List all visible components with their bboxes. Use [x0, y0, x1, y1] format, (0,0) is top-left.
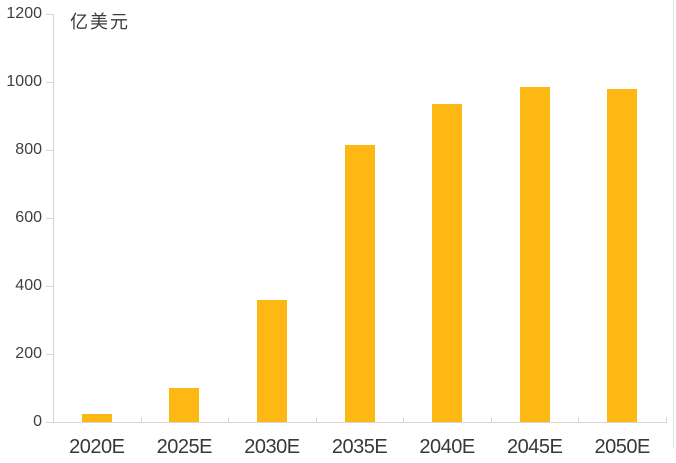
x-tick-mark — [53, 417, 54, 423]
image-right-border — [673, 0, 674, 448]
bar-2025E — [169, 388, 200, 422]
x-tick-label: 2050E — [594, 436, 651, 458]
y-tick-label: 800 — [15, 141, 42, 158]
y-tick-label: 400 — [15, 277, 42, 294]
x-tick-label: 2030E — [244, 436, 300, 458]
y-tick-mark — [46, 82, 53, 83]
x-tick-label: 2040E — [419, 436, 475, 458]
x-tick-label: 2025E — [156, 436, 213, 458]
y-tick-label: 200 — [15, 345, 42, 362]
y-tick-mark — [46, 286, 53, 287]
y-axis-unit-label: 亿美元 — [70, 12, 130, 32]
bar-2050E — [607, 88, 638, 422]
x-axis-line — [53, 422, 666, 423]
x-tick-label: 2020E — [69, 436, 125, 458]
y-tick-mark — [46, 218, 53, 219]
x-tick-mark — [315, 417, 317, 423]
x-tick-mark — [140, 417, 142, 423]
x-tick-mark — [666, 417, 667, 423]
y-tick-label: 1000 — [6, 73, 42, 90]
bar-2020E — [81, 413, 112, 422]
y-tick-mark — [46, 14, 53, 15]
bar-2045E — [519, 87, 550, 422]
x-tick-mark — [228, 417, 230, 423]
y-axis-line — [53, 14, 54, 422]
y-tick-mark — [46, 354, 53, 355]
y-tick-label: 1200 — [6, 5, 42, 22]
y-tick-label: 0 — [33, 413, 42, 430]
y-tick-label: 600 — [15, 209, 42, 226]
x-tick-mark — [490, 417, 492, 423]
bar-2040E — [432, 104, 463, 422]
y-tick-mark — [46, 150, 53, 151]
bar-2035E — [344, 144, 375, 422]
x-tick-label: 2035E — [331, 436, 388, 458]
y-tick-mark — [46, 422, 53, 423]
bar-2030E — [256, 299, 287, 422]
x-tick-label: 2045E — [506, 436, 563, 458]
x-tick-mark — [403, 417, 405, 423]
x-tick-mark — [578, 417, 580, 423]
